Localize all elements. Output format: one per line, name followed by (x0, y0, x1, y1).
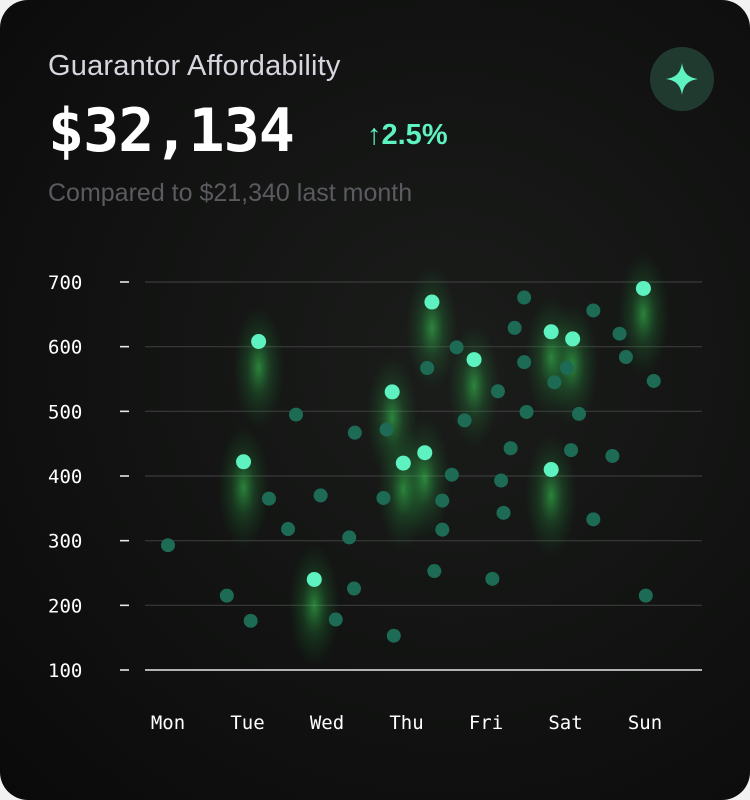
highlighted-data-point[interactable] (543, 462, 559, 478)
highlighted-data-point[interactable] (417, 445, 433, 461)
data-point[interactable] (386, 628, 401, 643)
data-point[interactable] (435, 522, 450, 537)
total-value: $32,134 (48, 96, 295, 166)
y-tick-label: 100 (48, 660, 82, 682)
data-point[interactable] (435, 493, 450, 508)
highlighted-data-point[interactable] (384, 384, 400, 400)
point-glow (398, 416, 451, 541)
data-point[interactable] (328, 612, 343, 627)
x-tick-label: Sun (628, 712, 662, 734)
data-point[interactable] (379, 422, 394, 437)
data-point[interactable] (219, 588, 234, 603)
data-point[interactable] (444, 467, 459, 482)
data-point[interactable] (519, 404, 534, 419)
highlighted-data-point[interactable] (466, 352, 482, 368)
data-point[interactable] (586, 512, 601, 527)
change-indicator: ↑2.5% (367, 119, 448, 152)
data-point[interactable] (347, 425, 362, 440)
highlighted-data-point[interactable] (236, 454, 252, 470)
y-tick-label: 700 (48, 272, 82, 294)
data-point[interactable] (485, 571, 500, 586)
arrow-up-icon: ↑ (367, 119, 382, 151)
y-tick-label: 400 (48, 466, 82, 488)
data-point[interactable] (605, 448, 620, 463)
data-point[interactable] (586, 303, 601, 318)
y-axis: 700 600 500 400 300 200 100 (48, 272, 129, 682)
point-glow (288, 543, 341, 668)
highlighted-data-point[interactable] (635, 280, 651, 296)
data-point[interactable] (560, 361, 575, 376)
x-tick-label: Wed (310, 712, 344, 734)
data-point[interactable] (490, 384, 505, 399)
highlighted-data-point[interactable] (306, 571, 322, 587)
data-point[interactable] (503, 441, 518, 456)
highlighted-data-point[interactable] (395, 455, 411, 471)
data-point[interactable] (261, 491, 276, 506)
x-tick-label: Thu (389, 712, 423, 734)
data-point[interactable] (457, 413, 472, 428)
data-point[interactable] (517, 290, 532, 305)
x-tick-label: Tue (230, 712, 264, 734)
data-point[interactable] (618, 350, 633, 365)
data-point[interactable] (161, 538, 175, 553)
data-point[interactable] (638, 588, 653, 603)
highlighted-data-point[interactable] (565, 331, 581, 347)
data-point[interactable] (420, 361, 435, 376)
x-tick-label: Mon (151, 712, 185, 734)
highlighted-data-point[interactable] (543, 324, 559, 340)
data-point[interactable] (496, 505, 511, 520)
x-tick-label: Fri (469, 712, 503, 734)
data-point[interactable] (646, 373, 661, 388)
point-glow (405, 266, 458, 391)
data-point[interactable] (288, 407, 303, 422)
data-point[interactable] (281, 522, 296, 537)
highlight-glows (217, 252, 670, 668)
data-point[interactable] (376, 490, 391, 505)
data-point[interactable] (517, 355, 532, 370)
data-point[interactable] (243, 613, 258, 628)
data-point[interactable] (342, 530, 357, 545)
data-point[interactable] (507, 320, 522, 335)
y-tick-label: 500 (48, 401, 82, 423)
comparison-text: Compared to $21,340 last month (48, 179, 413, 207)
ai-assist-button[interactable] (650, 47, 714, 111)
point-glow (617, 252, 670, 377)
data-point[interactable] (494, 473, 509, 488)
data-point[interactable] (547, 375, 562, 390)
data-point[interactable] (347, 581, 362, 596)
y-tick-label: 600 (48, 337, 82, 359)
data-point[interactable] (427, 564, 442, 579)
data-point[interactable] (612, 326, 627, 341)
y-tick-label: 300 (48, 531, 82, 553)
x-tick-label: Sat (548, 712, 582, 734)
sparkle-icon (666, 63, 698, 95)
point-glow (232, 305, 285, 430)
data-points (161, 280, 661, 643)
point-glow (217, 425, 270, 550)
data-point[interactable] (313, 488, 328, 503)
highlighted-data-point[interactable] (251, 333, 267, 349)
point-glow (525, 433, 578, 558)
x-axis: Mon Tue Wed Thu Fri Sat Sun (151, 712, 662, 734)
data-point[interactable] (564, 443, 579, 458)
y-tick-label: 200 (48, 595, 82, 617)
data-point[interactable] (572, 406, 587, 421)
card-title: Guarantor Affordability (48, 50, 341, 82)
change-percent: 2.5% (381, 119, 448, 151)
highlighted-data-point[interactable] (424, 294, 440, 310)
data-point[interactable] (449, 340, 464, 355)
